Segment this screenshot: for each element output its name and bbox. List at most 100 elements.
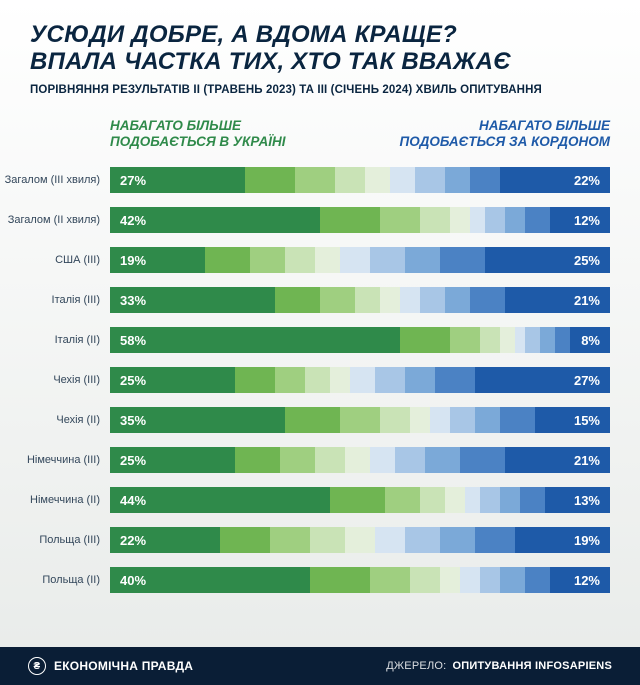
bar-segment <box>445 287 470 313</box>
bar-segment <box>520 487 545 513</box>
stacked-bar: 19% 25% <box>110 247 610 273</box>
row-label: Німеччина (II) <box>0 494 110 507</box>
stacked-bar: 25% 21% <box>110 447 610 473</box>
bar-segment <box>480 487 500 513</box>
bar-segment <box>515 327 525 353</box>
bar-segment <box>480 327 500 353</box>
bar-value-right: 21% <box>574 447 600 473</box>
bar-segment <box>440 527 475 553</box>
bar-segment <box>470 207 485 233</box>
bar-segment <box>280 447 315 473</box>
chart-row: Німеччина (II)44%13% <box>0 480 610 520</box>
bar-segment <box>485 207 505 233</box>
legend: НАБАГАТО БІЛЬШЕ ПОДОБАЄТЬСЯ В УКРАЇНІ НА… <box>0 104 640 156</box>
bar-segment <box>420 487 445 513</box>
footer-brand: ₴ ЕКОНОМІЧНА ПРАВДА <box>28 657 193 675</box>
bar-segment <box>355 287 380 313</box>
bar-segment <box>345 447 370 473</box>
stacked-bar: 33%21% <box>110 287 610 313</box>
bar-value-right: 22% <box>574 167 600 193</box>
chart-row: США (III) 19% 25% <box>0 240 610 280</box>
bar-segment <box>110 327 400 353</box>
chart-row: Італія (III)33%21% <box>0 280 610 320</box>
source-label: ДЖЕРЕЛО: <box>386 660 446 672</box>
bar-segment <box>410 567 440 593</box>
source-value: ОПИТУВАННЯ INFOSAPIENS <box>452 660 612 672</box>
bar-segment <box>340 407 380 433</box>
bar-segment <box>250 247 285 273</box>
legend-left: НАБАГАТО БІЛЬШЕ ПОДОБАЄТЬСЯ В УКРАЇНІ <box>110 118 286 150</box>
bar-value-left: 40% <box>120 567 146 593</box>
legend-right-line2: ПОДОБАЄТЬСЯ ЗА КОРДОНОМ <box>400 134 610 149</box>
bar-segment <box>370 247 405 273</box>
bar-segment <box>410 407 430 433</box>
bar-value-left: 22% <box>120 527 146 553</box>
bar-segment <box>320 287 355 313</box>
bar-segment <box>500 327 515 353</box>
bar-segment <box>275 367 305 393</box>
bar-value-right: 15% <box>574 407 600 433</box>
row-label: Чехія (III) <box>0 374 110 387</box>
bar-segment <box>475 527 515 553</box>
bar-segment <box>345 527 375 553</box>
logo-icon: ₴ <box>28 657 46 675</box>
bar-value-left: 44% <box>120 487 146 513</box>
stacked-bar: 27%22% <box>110 167 610 193</box>
bar-segment <box>285 247 315 273</box>
bar-segment <box>525 567 550 593</box>
row-label: Загалом (III хвиля) <box>0 174 110 187</box>
row-label: Німеччина (III) <box>0 454 110 467</box>
bar-segment <box>450 207 470 233</box>
footer-source: ДЖЕРЕЛО: ОПИТУВАННЯ INFOSAPIENS <box>386 660 612 672</box>
bar-segment <box>335 167 365 193</box>
bar-segment <box>525 207 550 233</box>
bar-value-right: 8% <box>581 327 600 353</box>
bar-segment <box>380 207 420 233</box>
header: УСЮДИ ДОБРЕ, А ВДОМА КРАЩЕ? ВПАЛА ЧАСТКА… <box>0 0 640 104</box>
stacked-bar: 25%27% <box>110 367 610 393</box>
bar-value-right: 25% <box>574 247 600 273</box>
bar-segment <box>430 407 450 433</box>
legend-left-line1: НАБАГАТО БІЛЬШЕ <box>110 118 241 133</box>
bar-segment <box>375 367 405 393</box>
bar-segment <box>500 407 535 433</box>
bar-segment <box>470 167 500 193</box>
stacked-bar: 58%8% <box>110 327 610 353</box>
bar-segment <box>435 367 475 393</box>
bar-segment <box>555 327 570 353</box>
bar-value-right: 27% <box>574 367 600 393</box>
row-label: Польща (III) <box>0 534 110 547</box>
bar-segment <box>450 407 475 433</box>
bar-value-left: 35% <box>120 407 146 433</box>
row-label: США (III) <box>0 254 110 267</box>
bar-segment <box>330 367 350 393</box>
bar-segment <box>310 567 370 593</box>
bar-segment <box>400 287 420 313</box>
bar-segment <box>395 447 425 473</box>
bar-segment <box>330 487 385 513</box>
bar-segment <box>235 447 280 473</box>
bar-segment <box>470 287 505 313</box>
stacked-bar: 22% 19% <box>110 527 610 553</box>
bar-segment <box>390 167 415 193</box>
bar-value-right: 12% <box>574 567 600 593</box>
subtitle: ПОРІВНЯННЯ РЕЗУЛЬТАТІВ II (ТРАВЕНЬ 2023)… <box>30 84 610 96</box>
bar-segment <box>415 167 445 193</box>
bar-segment <box>270 527 310 553</box>
bar-value-left: 19% <box>120 247 146 273</box>
bar-segment <box>450 327 480 353</box>
bar-segment <box>460 447 505 473</box>
bar-segment <box>420 287 445 313</box>
bar-segment <box>440 567 460 593</box>
bar-value-left: 25% <box>120 447 146 473</box>
bar-value-right: 19% <box>574 527 600 553</box>
chart-row: Польща (II)40%12% <box>0 560 610 600</box>
footer: ₴ ЕКОНОМІЧНА ПРАВДА ДЖЕРЕЛО: ОПИТУВАННЯ … <box>0 647 640 685</box>
chart-row: Чехія (III)25%27% <box>0 360 610 400</box>
bar-segment <box>350 367 375 393</box>
bar-segment <box>305 367 330 393</box>
bar-value-right: 12% <box>574 207 600 233</box>
chart-row: Польща (III) 22% 19% <box>0 520 610 560</box>
bar-segment <box>425 447 460 473</box>
stacked-bar: 42%12% <box>110 207 610 233</box>
